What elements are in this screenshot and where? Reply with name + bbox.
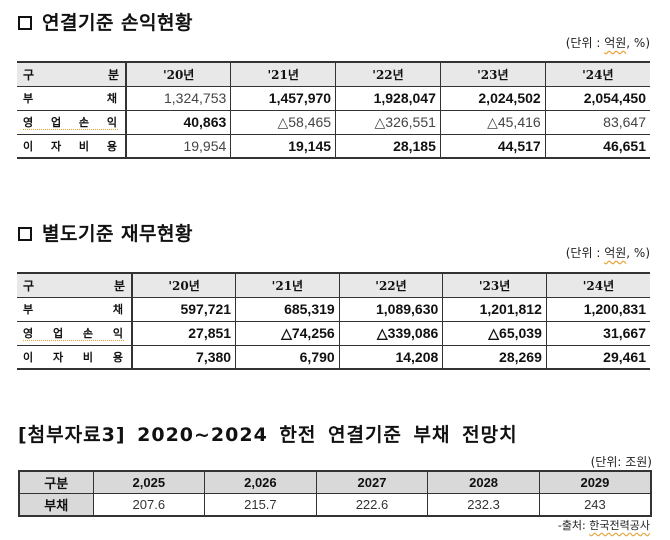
cell: △74,256: [235, 321, 340, 346]
source-name: 한국전력공사: [589, 519, 650, 532]
header-year: '21년: [235, 273, 340, 298]
cell: 1,201,812: [442, 297, 547, 322]
header-year: '23년: [439, 62, 546, 87]
cell: △58,465: [230, 110, 336, 135]
attachment-unit: (단위: 조원): [590, 455, 652, 469]
cell: 215.7: [204, 493, 317, 517]
row-label: 부 채: [17, 86, 127, 111]
checkbox-square-icon: [18, 16, 32, 30]
table-header-row: 구분 2,025 2,026 2027 2028 2029: [18, 470, 652, 494]
header-year: '22년: [335, 62, 441, 87]
cell: △65,039: [442, 321, 547, 346]
row-label-text: 영 업 손 익: [23, 116, 119, 129]
unit-suffix: , %): [626, 246, 650, 260]
cell: 46,651: [544, 134, 650, 159]
unit-prefix: (단위 :: [565, 246, 605, 260]
separate-financial-table: 구 분 '20년 '21년 '22년 '23년 '24년 부 채 597,721…: [17, 272, 650, 370]
cell: 19,954: [125, 134, 231, 159]
cell: 44,517: [439, 134, 546, 159]
cell: △339,086: [338, 321, 443, 346]
cell: 83,647: [544, 110, 650, 135]
header-year: '23년: [442, 273, 547, 298]
header-year: 2,026: [204, 470, 317, 494]
cell: 31,667: [545, 321, 650, 346]
cell: 28,269: [442, 345, 547, 370]
cell: 6,790: [235, 345, 340, 370]
section2-unit: (단위 : 억원, %): [566, 244, 650, 261]
section1-title-text: 연결기준 손익현황: [42, 12, 193, 34]
header-year: 2,025: [92, 470, 206, 494]
header-year: '20년: [131, 273, 236, 298]
cell: 28,185: [335, 134, 441, 159]
section1-unit: (단위 : 억원, %): [566, 34, 650, 51]
cell: 7,380: [131, 345, 236, 370]
table-row: 부채 207.6 215.7 222.6 232.3 243: [18, 493, 652, 517]
cell: 2,054,450: [544, 86, 650, 111]
source-note: -출처: 한국전력공사: [558, 517, 650, 533]
section1-title: 연결기준 손익현황: [18, 8, 193, 35]
section2-title-text: 별도기준 재무현황: [42, 223, 193, 245]
cell: 14,208: [338, 345, 443, 370]
table-row: 이 자 비 용 7,380 6,790 14,208 28,269 29,461: [17, 345, 650, 370]
header-year: 2027: [315, 470, 429, 494]
unit-main: 억원: [604, 36, 627, 50]
consolidated-income-table: 구 분 '20년 '21년 '22년 '23년 '24년 부 채 1,324,7…: [17, 61, 650, 159]
row-label: 부 채: [17, 297, 133, 322]
row-label: 영 업 손 익: [17, 321, 133, 346]
checkbox-square-icon: [18, 227, 32, 241]
section2-title: 별도기준 재무현황: [18, 219, 193, 246]
cell: △326,551: [335, 110, 441, 135]
header-year: '20년: [125, 62, 231, 87]
row-label-text: 영 업 손 익: [23, 327, 125, 340]
unit-suffix: , %): [626, 36, 650, 50]
header-label: 구 분: [17, 62, 127, 87]
row-label: 이 자 비 용: [17, 134, 127, 159]
debt-forecast-table: 구분 2,025 2,026 2027 2028 2029 부채 207.6 2…: [18, 470, 652, 517]
cell: 1,200,831: [545, 297, 650, 322]
table-row: 부 채 597,721 685,319 1,089,630 1,201,812 …: [17, 297, 650, 322]
cell: 2,024,502: [439, 86, 546, 111]
row-label: 부채: [18, 493, 94, 517]
cell: 40,863: [125, 110, 231, 135]
cell: 1,928,047: [335, 86, 441, 111]
attachment-title: [첨부자료3] 2020~2024 한전 연결기준 부채 전망치: [18, 424, 518, 446]
cell: 27,851: [131, 321, 236, 346]
table-header-row: 구 분 '20년 '21년 '22년 '23년 '24년: [17, 62, 650, 87]
unit-main: 억원: [604, 246, 627, 260]
cell: 1,089,630: [338, 297, 443, 322]
cell: 207.6: [92, 493, 206, 517]
table-row: 영 업 손 익 27,851 △74,256 △339,086 △65,039 …: [17, 321, 650, 346]
header-label: 구 분: [17, 273, 133, 298]
unit-prefix: (단위 :: [565, 36, 605, 50]
row-label: 이 자 비 용: [17, 345, 133, 370]
header-year: '24년: [544, 62, 650, 87]
header-year: 2028: [427, 470, 540, 494]
cell: 597,721: [131, 297, 236, 322]
table-row: 이 자 비 용 19,954 19,145 28,185 44,517 46,6…: [17, 134, 650, 159]
cell: 243: [538, 493, 652, 517]
table-header-row: 구 분 '20년 '21년 '22년 '23년 '24년: [17, 273, 650, 298]
table-row: 영 업 손 익 40,863 △58,465 △326,551 △45,416 …: [17, 110, 650, 135]
header-year: '24년: [545, 273, 650, 298]
header-label: 구분: [18, 470, 94, 494]
row-label: 영 업 손 익: [17, 110, 127, 135]
cell: △45,416: [439, 110, 546, 135]
cell: 19,145: [230, 134, 336, 159]
cell: 685,319: [235, 297, 340, 322]
header-year: 2029: [538, 470, 652, 494]
source-prefix: -출처:: [557, 519, 590, 532]
cell: 232.3: [427, 493, 540, 517]
header-year: '22년: [338, 273, 443, 298]
header-year: '21년: [230, 62, 336, 87]
cell: 29,461: [545, 345, 650, 370]
cell: 222.6: [315, 493, 429, 517]
cell: 1,324,753: [125, 86, 231, 111]
cell: 1,457,970: [230, 86, 336, 111]
table-row: 부 채 1,324,753 1,457,970 1,928,047 2,024,…: [17, 86, 650, 111]
